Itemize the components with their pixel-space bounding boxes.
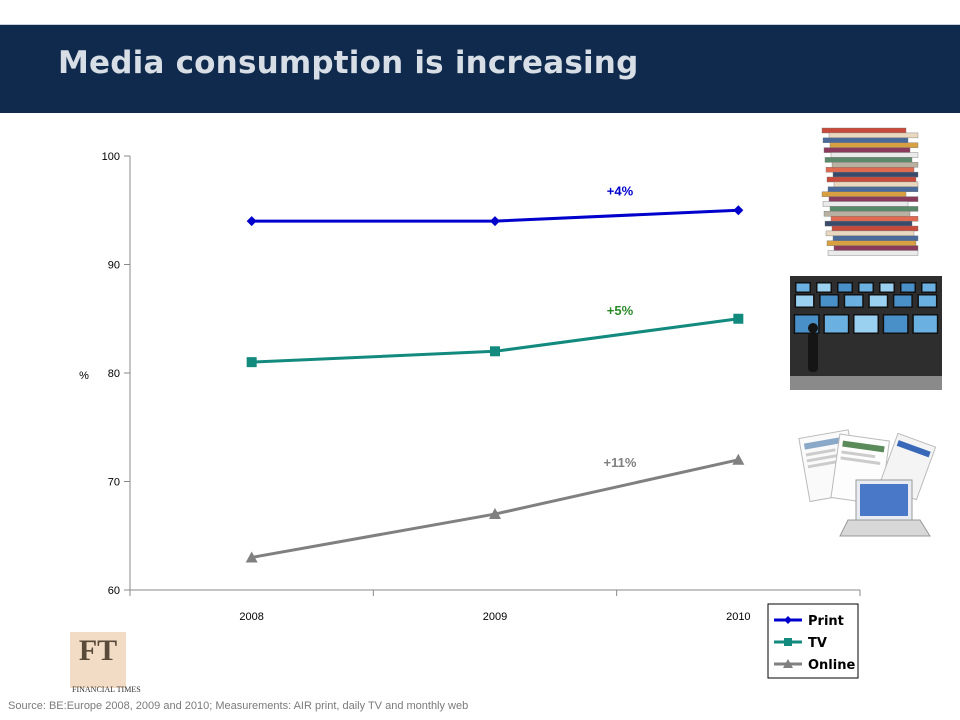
page-title: Media consumption is increasing — [58, 45, 639, 81]
growth-annotation-print: +4% — [607, 184, 634, 199]
magazine-stack-image — [821, 127, 919, 256]
data-point-online — [489, 508, 501, 520]
y-tick-label: 70 — [108, 477, 120, 489]
ft-logo-letters: FT — [78, 634, 118, 667]
data-point-print — [246, 216, 257, 227]
y-tick-label: 60 — [108, 585, 120, 597]
y-axis-label: % — [79, 370, 89, 382]
legend-label-online: Online — [808, 658, 855, 673]
y-tick-label: 100 — [102, 151, 120, 163]
legend-label-tv: TV — [808, 636, 827, 651]
x-tick-label: 2010 — [726, 611, 750, 623]
online-pages-image — [798, 429, 936, 537]
x-tick-label: 2009 — [483, 611, 507, 623]
title-bar: Media consumption is increasing — [0, 24, 960, 113]
data-point-tv — [246, 357, 257, 368]
data-point-online — [245, 551, 258, 563]
growth-annotation-tv: +5% — [607, 303, 634, 318]
legend-marker-print — [784, 616, 792, 624]
data-point-tv — [490, 346, 500, 357]
y-tick-label: 80 — [108, 368, 120, 380]
data-point-online — [732, 453, 745, 465]
growth-annotation-online: +11% — [604, 455, 637, 470]
y-tick-label: 90 — [108, 260, 120, 272]
data-point-print — [490, 216, 500, 227]
legend-label-print: Print — [808, 614, 844, 629]
data-point-tv — [733, 313, 744, 324]
tv-wall-image — [790, 276, 942, 390]
legend-marker-tv — [784, 638, 792, 646]
ft-logo: FT — [70, 632, 126, 688]
source-note: Source: BE:Europe 2008, 2009 and 2010; M… — [8, 700, 469, 712]
x-tick-label: 2008 — [239, 611, 263, 623]
ft-logo-words: FINANCIAL TIMES — [72, 685, 141, 694]
legend-marker-online — [783, 659, 793, 668]
data-point-print — [733, 205, 744, 216]
